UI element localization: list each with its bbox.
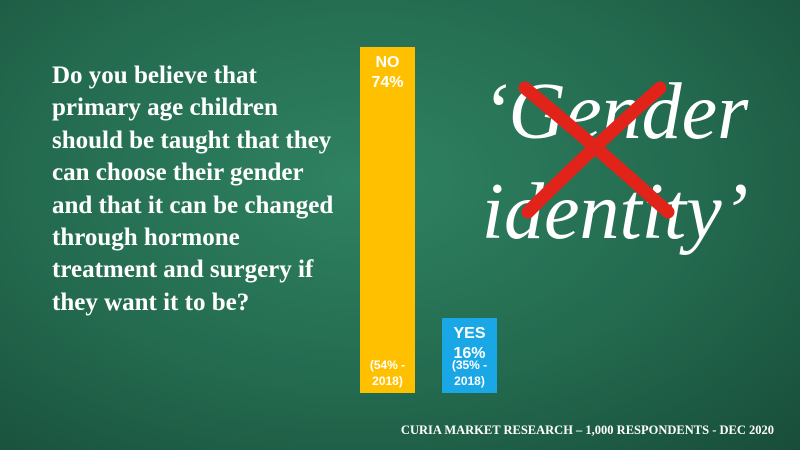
category-label: NO bbox=[375, 53, 400, 71]
value-label: 16% bbox=[453, 345, 486, 363]
value-label: 74% bbox=[371, 73, 404, 91]
bar: YES 16% (35% - 2018) bbox=[442, 318, 497, 393]
bar-label: YES 16% bbox=[442, 324, 497, 364]
bar-label: NO 74% bbox=[360, 53, 415, 93]
source: CURIA MARKET RESEARCH – 1,000 RESPONDENT… bbox=[400, 423, 774, 437]
question: Do you believe that primary age children… bbox=[52, 62, 334, 316]
bar: NO 74% (54% - 2018) bbox=[360, 46, 415, 393]
category-label: YES bbox=[453, 325, 486, 343]
bar-note: (54% - 2018) bbox=[369, 358, 406, 388]
bar-note: (35% - 2018) bbox=[451, 358, 488, 388]
